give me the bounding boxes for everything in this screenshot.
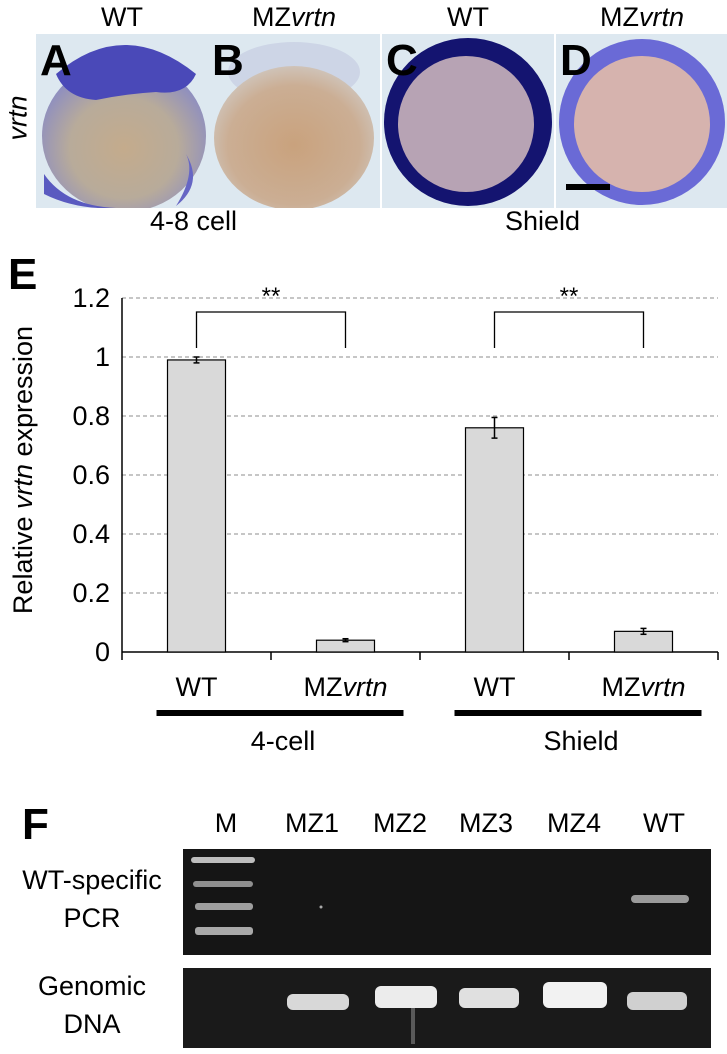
y-tick-label: 0.6 — [72, 460, 110, 490]
column-label-mzvrtn-2: MZvrtn — [600, 2, 684, 32]
stage-label-4-8-cell: 4-8 cell — [150, 206, 238, 236]
scale-bar — [566, 184, 610, 190]
panel-letter-f: F — [22, 800, 49, 849]
group-underline — [156, 710, 404, 716]
column-label-mzvrtn-1: MZvrtn — [252, 2, 336, 32]
gel-genomic-dna — [183, 968, 711, 1048]
panel-letter-a: A — [40, 36, 72, 85]
group-label: 4-cell — [251, 726, 316, 756]
row-label-vrtn: vrtn — [2, 95, 33, 141]
x-category-label: MZvrtn — [602, 672, 686, 702]
significance-bracket — [493, 311, 645, 348]
y-tick-label: 1.2 — [72, 283, 110, 313]
y-tick-label: 0.2 — [72, 578, 110, 608]
panel-letter-d: D — [560, 36, 592, 85]
y-tick-label: 0.8 — [72, 401, 110, 431]
significance-mark: ** — [262, 283, 281, 310]
lane-label-m: M — [214, 808, 238, 838]
column-label-wt-1: WT — [101, 2, 143, 32]
panel-letter-c: C — [386, 36, 418, 85]
panel-letter-b: B — [212, 36, 244, 85]
stage-label-shield: Shield — [505, 206, 581, 236]
group-label: Shield — [543, 726, 618, 756]
lane-label-mz2: MZ2 — [373, 808, 427, 838]
panel-b-embryo-image: B — [208, 34, 380, 208]
lane-label-wt: WT — [643, 808, 685, 838]
bar — [166, 359, 227, 653]
lane-label-mz3: MZ3 — [459, 808, 513, 838]
panel-a-embryo-image: A — [36, 34, 208, 208]
y-tick-label: 0 — [95, 637, 110, 667]
panel-c-embryo-image: C — [382, 34, 554, 208]
y-axis-label: Relative vrtn expression — [8, 326, 38, 614]
x-category-label: WT — [176, 672, 218, 702]
group-underline — [454, 710, 702, 716]
y-tick-label: 1 — [95, 342, 110, 372]
y-tick-label: 0.4 — [72, 519, 110, 549]
significance-bracket — [195, 311, 347, 348]
x-category-label: MZvrtn — [304, 672, 388, 702]
bar-chart: 00.20.40.60.811.2 WT MZvrtn WT MZvrtn ** ** … — [8, 283, 719, 756]
x-category-label: WT — [474, 672, 516, 702]
gel-row-label-wt-specific-pcr: WT-specific PCR — [22, 865, 162, 933]
gel-row-label-genomic-dna: Genomic DNA — [37, 971, 147, 1039]
column-label-wt-2: WT — [447, 2, 489, 32]
panel-d-embryo-image: D — [556, 34, 727, 208]
bar — [464, 427, 525, 653]
lane-label-mz1: MZ1 — [285, 808, 339, 838]
significance-mark: ** — [560, 283, 579, 310]
lane-label-mz4: MZ4 — [547, 808, 601, 838]
panel-letter-e: E — [8, 250, 38, 299]
gel-wt-specific-pcr — [183, 849, 711, 955]
